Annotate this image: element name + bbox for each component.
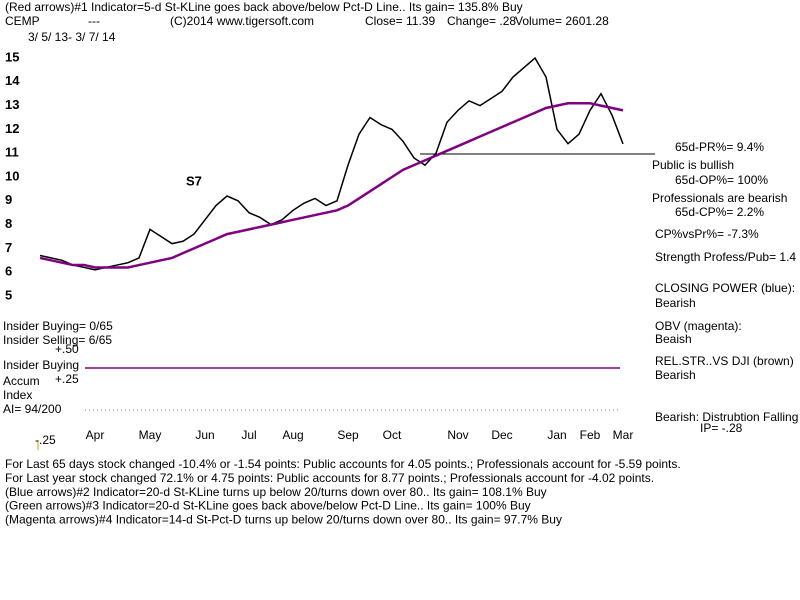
note: (Magenta arrows)#4 Indicator=14-d St-Pct… [5, 512, 562, 526]
x-tick-label: Nov [447, 428, 468, 442]
left-label: AI= 94/200 [3, 402, 62, 416]
x-tick-label: Jan [547, 428, 566, 442]
x-tick-label: Dec [491, 428, 512, 442]
annotation: IP= -.28 [700, 421, 743, 435]
x-tick-label: Apr [86, 428, 105, 442]
y-tick-label: 11 [5, 145, 19, 160]
x-tick-label: Sep [337, 428, 359, 442]
y-tick-label: 5 [5, 287, 12, 302]
annotation: OBV (magenta): [655, 319, 742, 333]
chart-title: (Red arrows)#1 Indicator=5-d St-KLine go… [5, 0, 523, 14]
left-label: Insider Buying [3, 358, 79, 372]
y-tick-label: 9 [5, 192, 12, 207]
x-tick-label: Aug [282, 428, 303, 442]
annotation: Bearish [655, 368, 696, 382]
y-tick-label: 12 [5, 121, 19, 136]
y-tick-label: 10 [5, 168, 19, 183]
x-tick-label: Jun [195, 428, 214, 442]
annotation: REL.STR..VS DJI (brown) [655, 354, 794, 368]
x-tick-label: Mar [613, 428, 634, 442]
annotation: 65d-OP%= 100% [675, 173, 768, 187]
x-tick-label: Feb [580, 428, 601, 442]
dashes: --- [88, 14, 100, 28]
signal: S7 [186, 173, 202, 188]
y-tick-label: 7 [5, 240, 12, 255]
note: (Blue arrows)#2 Indicator=20-d St-KLine … [5, 485, 547, 499]
ticker: CEMP [5, 14, 40, 28]
annotation: Strength Profess/Pub= 1.4 [655, 250, 796, 264]
annotation: Beaish [655, 332, 692, 346]
y-tick-label: 13 [5, 97, 19, 112]
left-label: +.25 [55, 372, 79, 386]
annotation: Bearish [655, 296, 696, 310]
x-tick-label: Jul [241, 428, 256, 442]
note: For Last year stock changed 72.1% or 4.7… [5, 471, 654, 485]
left-label: Insider Selling= 6/65 [3, 333, 112, 347]
left-label: +.50 [55, 342, 79, 356]
note: For Last 65 days stock changed -10.4% or… [5, 457, 681, 471]
source: (C)2014 www.tigersoft.com [170, 14, 314, 28]
annotation: Professionals are bearish [652, 191, 787, 205]
left-label: Insider Buying= 0/65 [3, 319, 113, 333]
y-tick-label: 6 [5, 264, 12, 279]
annotation: CP%vsPr%= -7.3% [655, 227, 759, 241]
date-range: 3/ 5/ 13- 3/ 7/ 14 [28, 30, 116, 44]
y-tick-label: 8 [5, 216, 12, 231]
annotation: CLOSING POWER (blue): [655, 281, 795, 295]
x-tick-label: May [139, 428, 162, 442]
y-tick-label: 15 [5, 49, 19, 64]
left-label: Accum [3, 374, 40, 388]
price-line [39, 56, 624, 271]
annotation: Bearish: Distrubtion Falling [655, 410, 798, 424]
y-tick-label: 14 [5, 73, 20, 88]
volume: Volume= 2601.28 [515, 14, 609, 28]
left-label: -.25 [35, 433, 56, 447]
annotation: Public is bullish [652, 158, 734, 172]
annotation: 65d-PR%= 9.4% [675, 140, 764, 154]
annotation: 65d-CP%= 2.2% [675, 205, 764, 219]
close: Close= 11.39 [365, 14, 435, 28]
left-label: Index [3, 388, 32, 402]
change: Change= .28 [447, 14, 516, 28]
x-tick-label: Oct [383, 428, 402, 442]
note: (Green arrows)#3 Indicator=20-d St-KLine… [5, 499, 531, 513]
price-line [39, 101, 624, 269]
